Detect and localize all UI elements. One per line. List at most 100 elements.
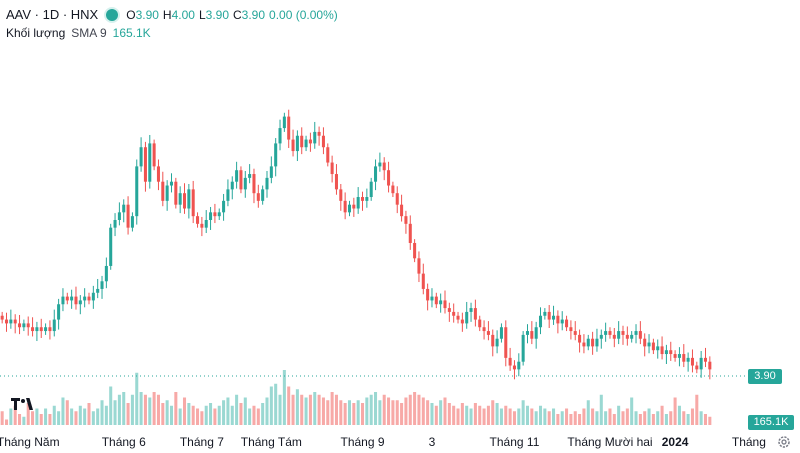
volume-bar [682,411,686,425]
candle-body [48,327,52,332]
candle-body [104,265,108,282]
volume-ma-label: SMA 9 [71,26,107,40]
volume-bar [504,405,508,425]
candle-body [565,319,569,328]
volume-bar [374,392,378,425]
candle-body [677,354,681,358]
volume-bar [517,408,521,425]
candle-body [434,296,438,305]
volume-bar [647,408,651,425]
volume-bar [582,408,586,425]
volume-bar [13,405,17,425]
candle-body [573,331,577,335]
volume-bar [625,408,629,425]
time-axis[interactable]: Tháng Năm Tháng 6 Tháng 7 Tháng Tám Tháng 9 3… [0,435,766,449]
candle-body [517,361,521,370]
volume-bar [595,411,599,425]
volume-bar [326,400,330,425]
candle-body [274,143,278,167]
volume-bar [443,397,447,425]
x-tick-label: Tháng [732,435,766,449]
candle-body [595,338,599,347]
x-tick-label: Tháng 9 [340,435,384,449]
volume-bar [321,397,325,425]
volume-bar [100,400,104,425]
candle-body [243,177,247,190]
x-tick-label: Tháng Năm [0,435,60,449]
candle-body [426,288,430,301]
candle-body [465,311,469,324]
candle-body [217,212,221,217]
volume-bar [226,397,230,425]
volume-bar [512,411,516,425]
candle-body [538,315,543,328]
candle-body [209,212,213,220]
x-tick-label: Tháng Mười hai [567,435,652,449]
volume-bar [538,405,543,425]
tradingview-logo[interactable] [10,394,36,414]
candle-body [287,116,291,140]
candle-body [625,334,629,339]
volume-bar [560,411,564,425]
volume-bar [217,405,221,425]
volume-bar [287,386,291,425]
volume-bar [387,397,391,425]
candle-body [139,147,143,167]
candle-body [356,197,360,209]
volume-bar [135,372,139,425]
volume-bar [70,408,74,425]
volume-bar [148,397,152,425]
volume-bar [486,405,490,425]
candle-body [308,139,312,144]
candle-body [261,189,265,201]
volume-bar [243,397,247,425]
candle-body [647,342,651,347]
candle-body [664,350,668,355]
volume-bar [265,397,269,425]
candle-body [417,258,421,274]
volume-bar [4,419,9,425]
candle-body [4,319,9,324]
candle-body [117,212,121,220]
volume-bar [83,408,87,425]
candle-body [70,296,74,301]
candle-body [599,334,603,339]
volume-legend-row: Khối lượng SMA 9 165.1K [6,24,342,42]
volume-bar [31,411,35,425]
candle-body [143,147,147,182]
candle-body [469,308,473,312]
candle-body [13,319,17,324]
candle-body [643,338,647,347]
candle-body [560,319,564,324]
volume-bar [608,408,612,425]
volume-bar [22,416,26,425]
volume-bar [378,400,382,425]
volume-title[interactable]: Khối lượng [6,26,66,40]
candle-body [278,128,282,144]
volume-bar [621,411,625,425]
volume-bar [143,394,147,425]
volume-bar [664,414,668,425]
candle-body [196,216,200,224]
volume-bar [18,414,22,425]
volume-bar [630,397,634,425]
symbol-title[interactable]: AAV · 1D · HNX [6,7,99,22]
candle-body [83,296,87,301]
volume-bar [543,408,547,425]
candle-body [682,354,686,362]
candle-body [586,338,590,347]
candle-body [690,357,694,366]
high-label: H [162,8,172,22]
candle-body [295,135,299,152]
volume-bar [413,392,417,425]
candle-body [282,116,286,129]
volume-bar [282,370,286,425]
volume-bar [278,394,282,425]
candle-body [630,334,634,339]
low-label: L [198,8,206,22]
candle-body [543,311,547,316]
gear-icon[interactable] [777,435,791,449]
candle-body [669,350,673,355]
volume-bar [382,394,386,425]
